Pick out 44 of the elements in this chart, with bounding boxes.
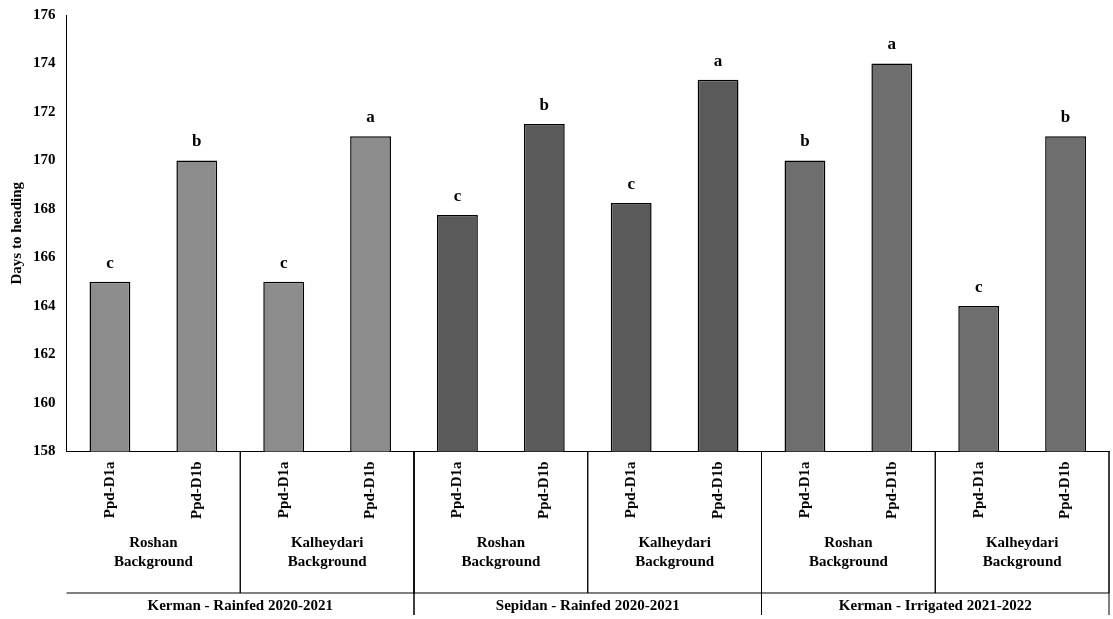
text: Kalheydari Background [287, 534, 368, 570]
y-tick-label: 160 [33, 393, 56, 410]
data-label: b [539, 95, 550, 115]
x-tick-label: Ppd-D1b [535, 461, 552, 520]
y-tick-label: 162 [33, 345, 56, 362]
y-tick-label: 158 [33, 442, 56, 459]
x-tick-label: Ppd-D1b [1056, 461, 1073, 520]
data-label: b [800, 131, 810, 151]
text: Kerman - Irrigated 2021-2022 [838, 596, 1032, 613]
data-label: c [106, 252, 115, 272]
x-tick-label: Ppd-D1b [187, 461, 204, 520]
x-tick-label: Ppd-D1a [274, 461, 291, 519]
data-label: c [279, 252, 288, 272]
text: Roshan Background [113, 534, 194, 570]
text: Sepidan - Rainfed 2020-2021 [495, 596, 680, 613]
text: Roshan Background [461, 534, 541, 570]
text: Kalheydari Background [982, 534, 1063, 570]
text: Kerman - Rainfed 2020-2021 [147, 596, 333, 613]
text: Roshan Background [808, 534, 889, 570]
data-label: a [366, 107, 376, 127]
data-label: c [453, 185, 462, 205]
y-tick-label: 168 [33, 199, 56, 216]
x-tick-label: Ppd-D1a [448, 461, 465, 519]
y-tick-label: 164 [33, 296, 56, 313]
data-label: c [974, 276, 983, 296]
data-label: b [192, 131, 202, 151]
y-tick-label: 172 [33, 102, 56, 119]
x-tick-label: Ppd-D1a [795, 461, 812, 519]
x-tick-label: Ppd-D1a [622, 461, 639, 519]
y-tick-label: 166 [33, 248, 56, 265]
data-label: c [627, 173, 636, 193]
x-tick-label: Ppd-D1b [882, 461, 899, 520]
y-tick-label: 170 [33, 151, 56, 168]
y-tick-label: 176 [33, 5, 56, 22]
y-axis-title: Days to heading [7, 181, 24, 285]
x-tick-label: Ppd-D1b [361, 461, 378, 520]
data-label: b [1060, 107, 1071, 127]
data-label: a [887, 34, 897, 54]
x-tick-label: Ppd-D1a [969, 461, 986, 519]
text: Kalheydari Background [635, 534, 715, 570]
data-label: a [713, 50, 723, 70]
y-tick-label: 174 [33, 54, 56, 71]
x-tick-label: Ppd-D1a [100, 461, 117, 519]
x-tick-label: Ppd-D1b [708, 461, 725, 520]
